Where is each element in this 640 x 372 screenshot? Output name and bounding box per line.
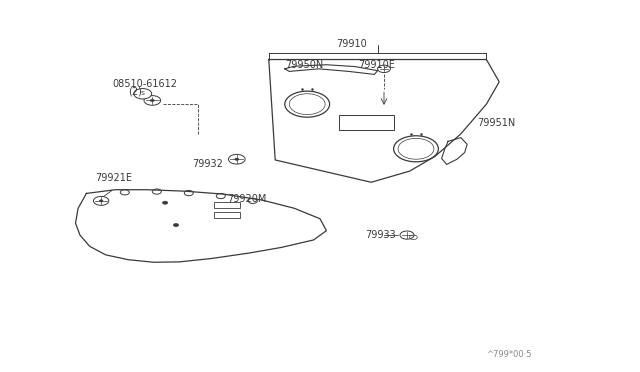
Text: 79920M: 79920M (227, 194, 267, 204)
Text: 79950N: 79950N (285, 60, 323, 70)
Circle shape (235, 158, 239, 160)
Circle shape (134, 89, 152, 99)
Text: 79921E: 79921E (95, 173, 132, 183)
Text: 08510-61612: 08510-61612 (112, 79, 177, 89)
Text: 79951N: 79951N (477, 118, 515, 128)
Circle shape (173, 224, 179, 227)
Text: S: S (141, 91, 145, 96)
Text: 79932: 79932 (192, 159, 223, 169)
Bar (339, 115, 394, 130)
Text: 79933: 79933 (365, 230, 396, 240)
Text: (2): (2) (128, 86, 142, 96)
Circle shape (150, 99, 154, 102)
Circle shape (99, 200, 103, 202)
Text: 79910: 79910 (337, 39, 367, 49)
Text: 79910E: 79910E (358, 60, 396, 70)
Circle shape (163, 201, 168, 204)
Bar (214, 212, 240, 218)
Bar (214, 202, 240, 208)
Text: ^799*00·5: ^799*00·5 (486, 350, 532, 359)
